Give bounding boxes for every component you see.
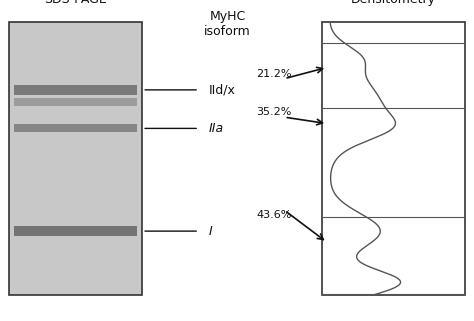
FancyBboxPatch shape: [14, 124, 137, 132]
FancyBboxPatch shape: [9, 22, 142, 295]
FancyBboxPatch shape: [14, 226, 137, 236]
Text: SDS-PAGE: SDS-PAGE: [45, 0, 107, 6]
Text: 21.2%: 21.2%: [256, 69, 292, 79]
Text: IId/x: IId/x: [209, 83, 236, 96]
FancyBboxPatch shape: [14, 85, 137, 95]
Text: Densitometry: Densitometry: [351, 0, 436, 6]
Text: MyHC
isoform: MyHC isoform: [204, 10, 251, 38]
Text: 35.2%: 35.2%: [256, 107, 292, 117]
FancyBboxPatch shape: [322, 22, 465, 295]
Text: I: I: [209, 225, 212, 238]
FancyBboxPatch shape: [14, 98, 137, 106]
Text: IIa: IIa: [209, 122, 224, 135]
Text: 43.6%: 43.6%: [256, 210, 292, 220]
